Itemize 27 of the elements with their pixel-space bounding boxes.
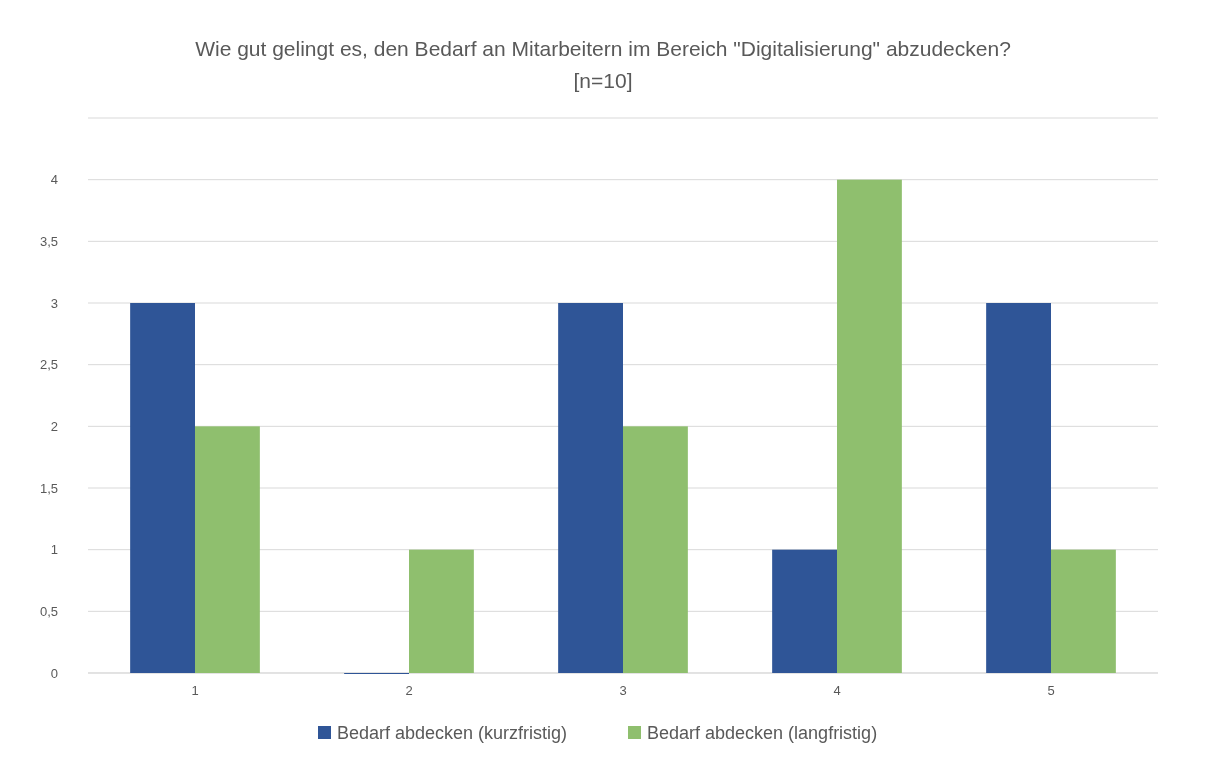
x-tick-label: 2: [405, 683, 413, 698]
y-tick-label: 0,5: [39, 603, 58, 619]
y-tick-label: 2: [50, 418, 58, 434]
y-tick-label: 0: [50, 665, 58, 681]
bar: [772, 549, 837, 673]
bar: [986, 303, 1051, 673]
legend-label: Bedarf abdecken (langfristig): [647, 723, 878, 744]
y-tick-label: 1,5: [39, 480, 58, 496]
bar: [409, 549, 474, 673]
y-tick-label: 3: [50, 295, 58, 311]
x-tick-label: 5: [1047, 683, 1055, 698]
y-tick-label: 1: [50, 542, 58, 558]
x-tick-label: 3: [619, 683, 627, 698]
y-tick-label: 4: [50, 172, 58, 188]
bar: [558, 303, 623, 673]
bar: [130, 303, 195, 673]
bar: [1051, 549, 1116, 673]
x-tick-label: 1: [191, 683, 199, 698]
chart-title: Wie gut gelingt es, den Bedarf an Mitarbeitern im Bereich "Digitalisierung" abzudecken?: [195, 37, 1011, 60]
bar: [837, 179, 902, 673]
x-tick-label: 4: [833, 683, 841, 698]
legend-label: Bedarf abdecken (kurzfristig): [337, 723, 568, 744]
bar: [195, 426, 260, 673]
y-tick-label: 2,5: [39, 357, 58, 373]
chart-subtitle: [n=10]: [573, 69, 633, 92]
y-tick-label: 3,5: [39, 233, 58, 249]
bar: [623, 426, 688, 673]
